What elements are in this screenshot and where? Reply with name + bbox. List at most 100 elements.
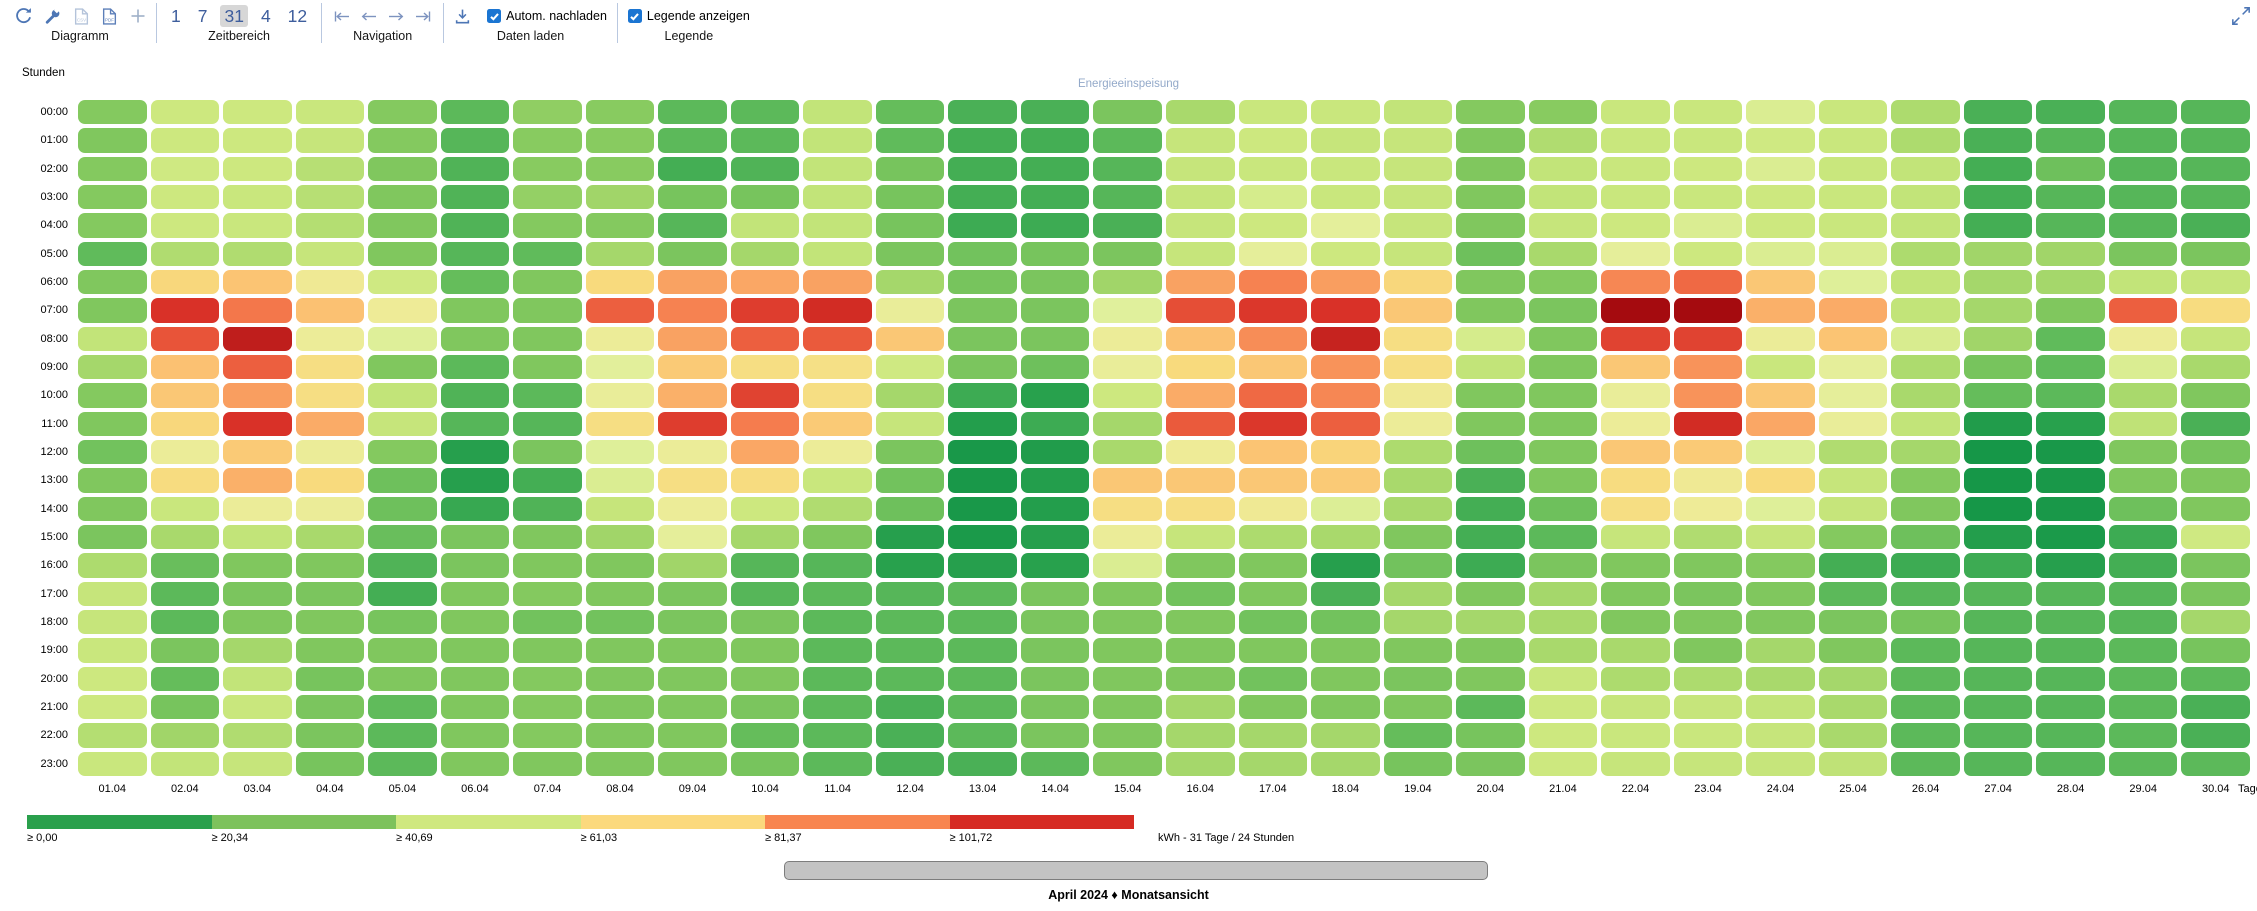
heatmap-cell[interactable] <box>2036 751 2105 776</box>
heatmap-cell[interactable] <box>223 326 292 351</box>
heatmap-cell[interactable] <box>803 751 872 776</box>
heatmap-cell[interactable] <box>368 185 437 210</box>
heatmap-cell[interactable] <box>1238 156 1308 181</box>
heatmap-cell[interactable] <box>1963 128 2033 153</box>
heatmap-cell[interactable] <box>2108 440 2178 465</box>
heatmap-cell[interactable] <box>1963 610 2033 635</box>
heatmap-cell[interactable] <box>295 666 365 691</box>
heatmap-cell[interactable] <box>223 695 292 720</box>
heatmap-cell[interactable] <box>585 383 655 408</box>
heatmap-cell[interactable] <box>78 440 147 465</box>
heatmap-cell[interactable] <box>1020 723 1090 748</box>
heatmap-cell[interactable] <box>1238 496 1308 521</box>
heatmap-cell[interactable] <box>1673 525 1743 550</box>
heatmap-cell[interactable] <box>2108 496 2178 521</box>
heatmap-cell[interactable] <box>948 525 1017 550</box>
heatmap-cell[interactable] <box>1238 581 1308 606</box>
heatmap-cell[interactable] <box>1818 496 1888 521</box>
heatmap-cell[interactable] <box>658 751 727 776</box>
heatmap-cell[interactable] <box>1891 751 1960 776</box>
heatmap-cell[interactable] <box>1238 241 1308 266</box>
heatmap-cell[interactable] <box>1891 411 1960 436</box>
heatmap-cell[interactable] <box>1818 100 1888 125</box>
heatmap-cell[interactable] <box>150 440 220 465</box>
heatmap-cell[interactable] <box>1746 695 1815 720</box>
heatmap-cell[interactable] <box>1383 723 1453 748</box>
heatmap-cell[interactable] <box>78 695 147 720</box>
heatmap-cell[interactable] <box>2108 666 2178 691</box>
heatmap-cell[interactable] <box>513 666 582 691</box>
heatmap-cell[interactable] <box>875 298 945 323</box>
heatmap-cell[interactable] <box>2181 411 2250 436</box>
heatmap-cell[interactable] <box>1528 440 1598 465</box>
heatmap-cell[interactable] <box>1165 496 1235 521</box>
heatmap-cell[interactable] <box>1456 610 1525 635</box>
heatmap-cell[interactable] <box>78 581 147 606</box>
heatmap-cell[interactable] <box>730 270 800 295</box>
heatmap-cell[interactable] <box>1311 326 1380 351</box>
expand-icon[interactable] <box>2223 3 2250 29</box>
heatmap-cell[interactable] <box>1746 326 1815 351</box>
heatmap-cell[interactable] <box>1456 326 1525 351</box>
heatmap-cell[interactable] <box>875 128 945 153</box>
heatmap-cell[interactable] <box>1020 610 1090 635</box>
heatmap-cell[interactable] <box>803 496 872 521</box>
heatmap-cell[interactable] <box>440 610 510 635</box>
heatmap-cell[interactable] <box>2181 610 2250 635</box>
heatmap-cell[interactable] <box>1601 695 1670 720</box>
heatmap-cell[interactable] <box>295 468 365 493</box>
heatmap-cell[interactable] <box>2181 298 2250 323</box>
heatmap-cell[interactable] <box>803 666 872 691</box>
heatmap-cell[interactable] <box>875 355 945 380</box>
heatmap-cell[interactable] <box>2181 355 2250 380</box>
heatmap-cell[interactable] <box>513 326 582 351</box>
heatmap-cell[interactable] <box>875 383 945 408</box>
heatmap-cell[interactable] <box>1818 156 1888 181</box>
heatmap-cell[interactable] <box>1528 383 1598 408</box>
heatmap-cell[interactable] <box>1601 383 1670 408</box>
heatmap-cell[interactable] <box>1601 525 1670 550</box>
heatmap-cell[interactable] <box>1165 326 1235 351</box>
heatmap-cell[interactable] <box>658 553 727 578</box>
heatmap-cell[interactable] <box>948 213 1017 238</box>
heatmap-cell[interactable] <box>2036 525 2105 550</box>
heatmap-cell[interactable] <box>1673 666 1743 691</box>
heatmap-cell[interactable] <box>150 298 220 323</box>
heatmap-cell[interactable] <box>948 411 1017 436</box>
heatmap-cell[interactable] <box>730 751 800 776</box>
heatmap-cell[interactable] <box>368 468 437 493</box>
heatmap-cell[interactable] <box>1311 241 1380 266</box>
heatmap-cell[interactable] <box>1383 383 1453 408</box>
heatmap-cell[interactable] <box>1601 553 1670 578</box>
heatmap-cell[interactable] <box>2181 723 2250 748</box>
heatmap-cell[interactable] <box>730 581 800 606</box>
heatmap-cell[interactable] <box>223 383 292 408</box>
heatmap-cell[interactable] <box>658 270 727 295</box>
heatmap-cell[interactable] <box>2036 610 2105 635</box>
heatmap-cell[interactable] <box>658 241 727 266</box>
heatmap-cell[interactable] <box>875 581 945 606</box>
heatmap-cell[interactable] <box>1528 213 1598 238</box>
heatmap-cell[interactable] <box>513 723 582 748</box>
heatmap-cell[interactable] <box>1963 100 2033 125</box>
heatmap-cell[interactable] <box>440 213 510 238</box>
settings-wrench-icon[interactable] <box>44 7 61 25</box>
heatmap-cell[interactable] <box>1311 723 1380 748</box>
heatmap-cell[interactable] <box>1165 610 1235 635</box>
heatmap-cell[interactable] <box>1238 298 1308 323</box>
heatmap-cell[interactable] <box>1238 723 1308 748</box>
heatmap-cell[interactable] <box>585 610 655 635</box>
heatmap-cell[interactable] <box>1963 496 2033 521</box>
heatmap-cell[interactable] <box>875 723 945 748</box>
heatmap-cell[interactable] <box>1165 355 1235 380</box>
heatmap-cell[interactable] <box>1963 383 2033 408</box>
heatmap-cell[interactable] <box>658 525 727 550</box>
heatmap-cell[interactable] <box>295 326 365 351</box>
heatmap-cell[interactable] <box>368 241 437 266</box>
heatmap-cell[interactable] <box>440 128 510 153</box>
heatmap-cell[interactable] <box>1963 298 2033 323</box>
timerange-31-button[interactable]: 31 <box>220 5 248 27</box>
heatmap-cell[interactable] <box>658 156 727 181</box>
heatmap-cell[interactable] <box>1528 355 1598 380</box>
heatmap-cell[interactable] <box>1528 695 1598 720</box>
